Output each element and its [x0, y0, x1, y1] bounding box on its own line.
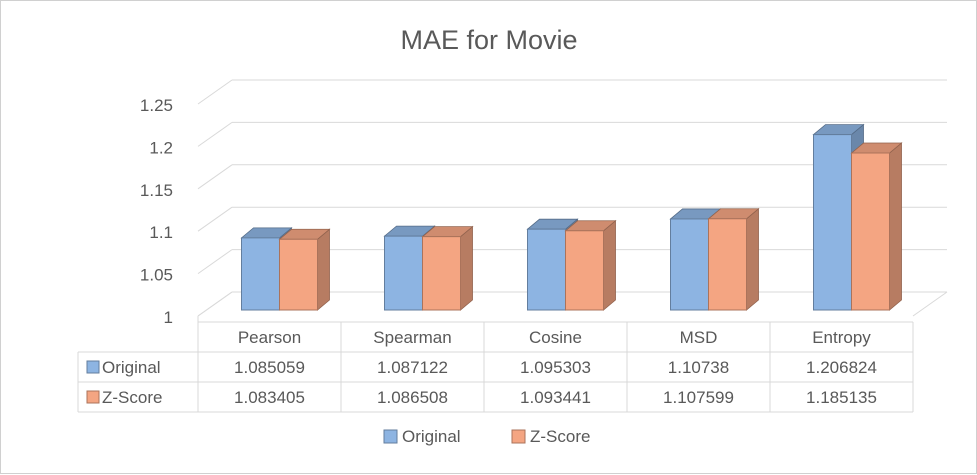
floor-edge: [912, 291, 948, 317]
bar-zscore-spearman: [422, 236, 461, 311]
data-label: 1.087122: [377, 358, 448, 377]
bar-original-entropy: [813, 134, 852, 311]
gridline-side: [197, 79, 233, 105]
chart-title: MAE for Movie: [400, 25, 577, 55]
data-label: 1.095303: [520, 358, 591, 377]
category-label: Entropy: [812, 328, 871, 347]
data-label: 1.093441: [520, 388, 591, 407]
table-series-name: Z-Score: [102, 388, 162, 407]
data-label: 1.10738: [668, 358, 729, 377]
data-label: 1.086508: [377, 388, 448, 407]
gridline-side: [197, 206, 233, 232]
legend-key: [383, 429, 398, 444]
bar-side: [460, 225, 473, 311]
bar-side: [603, 219, 616, 311]
bar-original-pearson: [241, 237, 280, 311]
gridline-side: [197, 121, 233, 147]
y-tick-label: 1.05: [140, 266, 173, 285]
category-label: Spearman: [373, 328, 451, 347]
bar-zscore-cosine: [565, 230, 604, 311]
gridline-side: [197, 249, 233, 275]
data-label: 1.185135: [806, 388, 877, 407]
y-tick-label: 1.1: [149, 223, 173, 242]
bar-side: [317, 228, 330, 311]
bar-original-cosine: [527, 228, 566, 311]
bar-side: [889, 142, 902, 311]
y-tick-label: 1.15: [140, 181, 173, 200]
table-legend-key: [86, 360, 100, 374]
bar-zscore-entropy: [851, 152, 890, 311]
category-label: MSD: [680, 328, 718, 347]
data-label: 1.107599: [663, 388, 734, 407]
data-label: 1.206824: [806, 358, 877, 377]
legend-entry: Original: [402, 427, 461, 446]
category-label: Pearson: [238, 328, 301, 347]
bar-original-msd: [670, 218, 709, 311]
gridline-side: [197, 164, 233, 190]
floor-edge-left: [197, 291, 233, 317]
y-tick-label: 1.25: [140, 96, 173, 115]
table-legend-key: [86, 390, 100, 404]
bar-side: [746, 207, 759, 311]
bar-zscore-msd: [708, 218, 747, 311]
legend-key: [511, 429, 526, 444]
y-tick-label: 1.2: [149, 138, 173, 157]
data-label: 1.083405: [234, 388, 305, 407]
bar-original-spearman: [384, 235, 423, 311]
y-tick-label: 1: [164, 308, 173, 327]
table-series-name: Original: [102, 358, 161, 377]
category-label: Cosine: [529, 328, 582, 347]
bar-zscore-pearson: [279, 238, 318, 311]
data-label: 1.085059: [234, 358, 305, 377]
legend-entry: Z-Score: [530, 427, 590, 446]
